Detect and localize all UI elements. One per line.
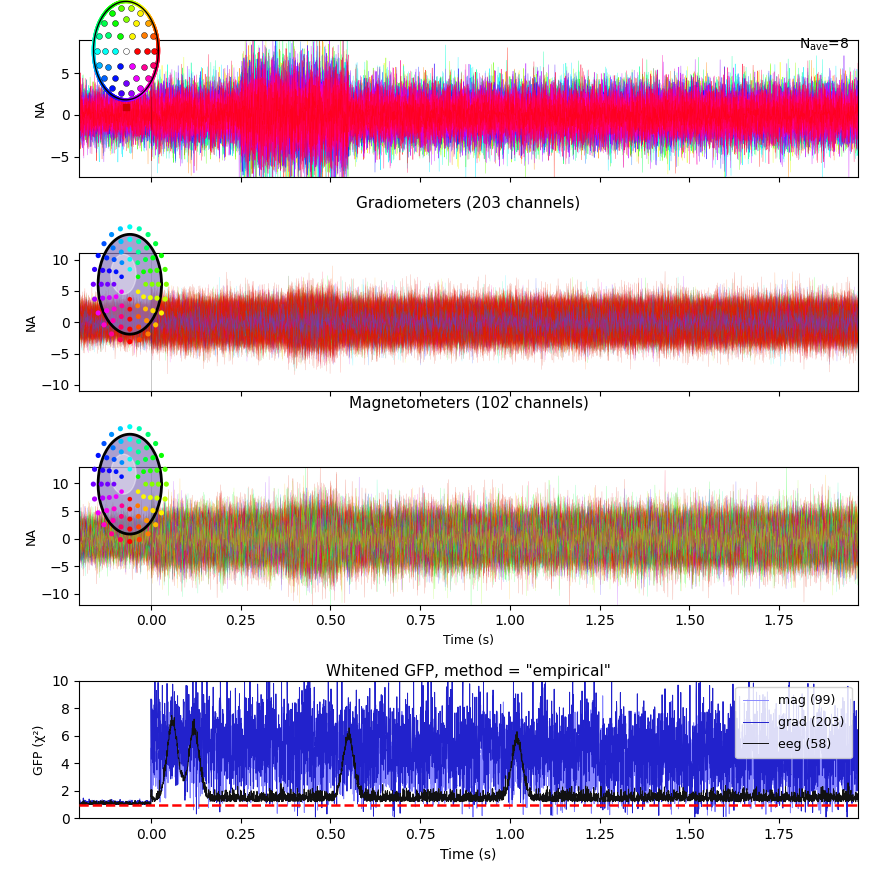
grad (203) xyxy=(407,744,418,754)
X-axis label: Time (s): Time (s) xyxy=(440,847,497,862)
eeg (58) xyxy=(74,797,84,808)
Y-axis label: GFP (χ²): GFP (χ²) xyxy=(33,724,47,774)
Y-axis label: NA: NA xyxy=(25,527,38,545)
Legend: mag (99), grad (203), eeg (58): mag (99), grad (203), eeg (58) xyxy=(736,686,852,759)
mag (99) xyxy=(790,786,801,796)
grad (203) xyxy=(444,729,455,739)
eeg (58) xyxy=(407,788,418,799)
mag (99) xyxy=(853,785,863,796)
eeg (58) xyxy=(640,795,650,805)
Y-axis label: NA: NA xyxy=(25,313,38,331)
eeg (58) xyxy=(401,791,412,802)
Title: Magnetometers (102 channels): Magnetometers (102 channels) xyxy=(348,396,589,411)
Line: grad (203): grad (203) xyxy=(79,680,858,817)
mag (99) xyxy=(401,758,412,768)
mag (99) xyxy=(467,811,478,822)
grad (203) xyxy=(74,797,84,808)
eeg (58) xyxy=(127,799,137,810)
Line: eeg (58): eeg (58) xyxy=(79,715,858,804)
eeg (58) xyxy=(829,789,840,800)
eeg (58) xyxy=(790,792,801,803)
eeg (58) xyxy=(444,795,455,805)
mag (99) xyxy=(261,689,272,700)
eeg (58) xyxy=(853,796,863,807)
X-axis label: Time (s): Time (s) xyxy=(444,634,494,647)
grad (203) xyxy=(401,722,412,733)
grad (203) xyxy=(853,728,863,738)
Title: Whitened GFP, method = "empirical": Whitened GFP, method = "empirical" xyxy=(326,664,611,679)
grad (203) xyxy=(640,725,650,736)
mag (99) xyxy=(407,745,418,756)
grad (203) xyxy=(829,754,840,765)
grad (203) xyxy=(150,675,160,686)
Line: mag (99): mag (99) xyxy=(79,694,858,817)
Title: Gradiometers (203 channels): Gradiometers (203 channels) xyxy=(356,195,581,210)
mag (99) xyxy=(829,790,840,801)
mag (99) xyxy=(640,755,650,766)
grad (203) xyxy=(310,811,320,822)
Text: N$_{\mathregular{ave}}$=8: N$_{\mathregular{ave}}$=8 xyxy=(799,37,849,54)
Y-axis label: NA: NA xyxy=(33,99,47,117)
grad (203) xyxy=(790,719,801,730)
mag (99) xyxy=(444,750,455,760)
eeg (58) xyxy=(166,710,177,721)
mag (99) xyxy=(74,797,84,808)
